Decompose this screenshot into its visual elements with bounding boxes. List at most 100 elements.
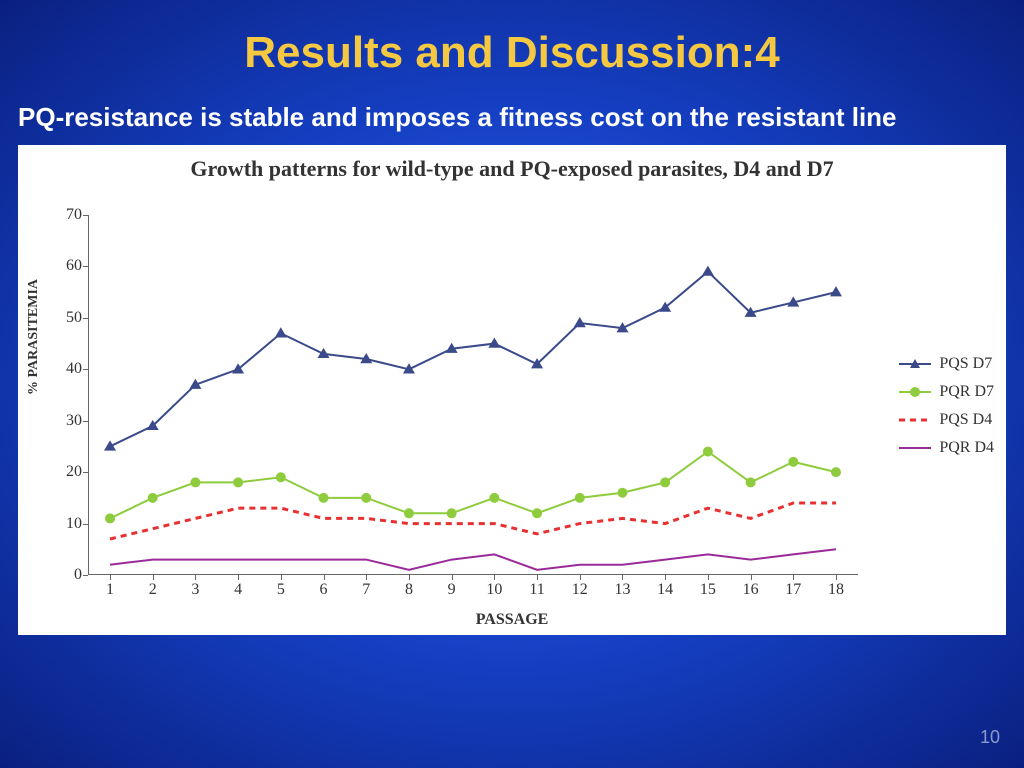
legend-item: PQR D7: [899, 383, 994, 401]
x-tick-label: 4: [234, 581, 242, 599]
y-tick-label: 40: [66, 360, 82, 378]
y-tick-mark: [83, 215, 88, 216]
marker-circle: [190, 477, 200, 487]
x-tick-mark: [580, 575, 581, 580]
x-tick-mark: [452, 575, 453, 580]
x-tick-mark: [751, 575, 752, 580]
x-tick-mark: [836, 575, 837, 580]
y-tick-mark: [83, 421, 88, 422]
y-tick-label: 50: [66, 309, 82, 327]
legend-label: PQS D4: [939, 411, 992, 429]
marker-circle: [831, 467, 841, 477]
legend-label: PQR D7: [939, 383, 994, 401]
legend: PQS D7 PQR D7 PQS D4 PQR D4: [899, 345, 994, 467]
slide-title: Results and Discussion:4: [0, 0, 1024, 78]
y-tick-label: 30: [66, 412, 82, 430]
marker-triangle: [830, 286, 842, 296]
page-number: 10: [980, 727, 1000, 748]
marker-circle: [746, 477, 756, 487]
x-tick-label: 13: [614, 581, 630, 599]
slide-subtitle: PQ-resistance is stable and imposes a fi…: [0, 78, 1024, 145]
y-tick-label: 0: [74, 566, 82, 584]
marker-circle: [575, 493, 585, 503]
x-tick-label: 16: [743, 581, 759, 599]
x-tick-mark: [324, 575, 325, 580]
y-tick-label: 60: [66, 257, 82, 275]
marker-triangle: [318, 348, 330, 358]
x-tick-mark: [494, 575, 495, 580]
x-tick-mark: [195, 575, 196, 580]
x-tick-mark: [366, 575, 367, 580]
marker-circle: [660, 477, 670, 487]
x-tick-label: 6: [320, 581, 328, 599]
y-tick-mark: [83, 575, 88, 576]
x-tick-mark: [238, 575, 239, 580]
chart-title: Growth patterns for wild-type and PQ-exp…: [18, 145, 1006, 184]
x-tick-label: 18: [828, 581, 844, 599]
marker-circle: [105, 513, 115, 523]
marker-circle: [447, 508, 457, 518]
legend-swatch: [899, 357, 931, 371]
y-tick-mark: [83, 472, 88, 473]
x-tick-mark: [665, 575, 666, 580]
x-tick-label: 17: [785, 581, 801, 599]
marker-circle: [404, 508, 414, 518]
x-tick-mark: [281, 575, 282, 580]
legend-label: PQS D7: [939, 355, 992, 373]
chart-svg: [88, 215, 858, 575]
x-tick-label: 10: [486, 581, 502, 599]
marker-circle: [319, 493, 329, 503]
series-line: [110, 452, 836, 519]
legend-item: PQS D4: [899, 411, 994, 429]
y-tick-label: 70: [66, 206, 82, 224]
x-tick-mark: [110, 575, 111, 580]
marker-circle: [788, 457, 798, 467]
marker-triangle: [702, 266, 714, 276]
legend-swatch: [899, 413, 931, 427]
x-tick-mark: [409, 575, 410, 580]
plot-area: 0102030405060701234567891011121314151617…: [88, 215, 858, 575]
legend-item: PQR D4: [899, 439, 994, 457]
marker-circle: [361, 493, 371, 503]
legend-label: PQR D4: [939, 439, 994, 457]
x-tick-mark: [708, 575, 709, 580]
x-tick-label: 3: [191, 581, 199, 599]
x-tick-mark: [153, 575, 154, 580]
x-tick-mark: [793, 575, 794, 580]
chart-container: Growth patterns for wild-type and PQ-exp…: [18, 145, 1006, 635]
y-tick-mark: [83, 369, 88, 370]
marker-circle: [703, 447, 713, 457]
legend-swatch: [899, 441, 931, 455]
x-tick-label: 2: [149, 581, 157, 599]
y-tick-mark: [83, 266, 88, 267]
marker-circle: [489, 493, 499, 503]
x-tick-label: 5: [277, 581, 285, 599]
x-tick-label: 8: [405, 581, 413, 599]
series-line: [110, 549, 836, 570]
x-tick-label: 14: [657, 581, 673, 599]
marker-circle: [148, 493, 158, 503]
y-tick-label: 20: [66, 463, 82, 481]
marker-triangle: [275, 327, 287, 337]
marker-triangle: [574, 317, 586, 327]
x-tick-label: 15: [700, 581, 716, 599]
x-tick-label: 11: [529, 581, 544, 599]
series-line: [110, 272, 836, 447]
marker-circle: [617, 488, 627, 498]
marker-circle: [532, 508, 542, 518]
marker-circle: [276, 472, 286, 482]
legend-item: PQS D7: [899, 355, 994, 373]
y-tick-mark: [83, 524, 88, 525]
x-tick-label: 12: [572, 581, 588, 599]
x-tick-label: 1: [106, 581, 114, 599]
marker-circle: [233, 477, 243, 487]
x-tick-mark: [622, 575, 623, 580]
legend-swatch: [899, 385, 931, 399]
marker-triangle: [104, 440, 116, 450]
y-tick-label: 10: [66, 515, 82, 533]
y-tick-mark: [83, 318, 88, 319]
marker-triangle: [488, 338, 500, 348]
x-tick-mark: [537, 575, 538, 580]
x-axis-label: PASSAGE: [476, 611, 549, 629]
x-tick-label: 9: [448, 581, 456, 599]
